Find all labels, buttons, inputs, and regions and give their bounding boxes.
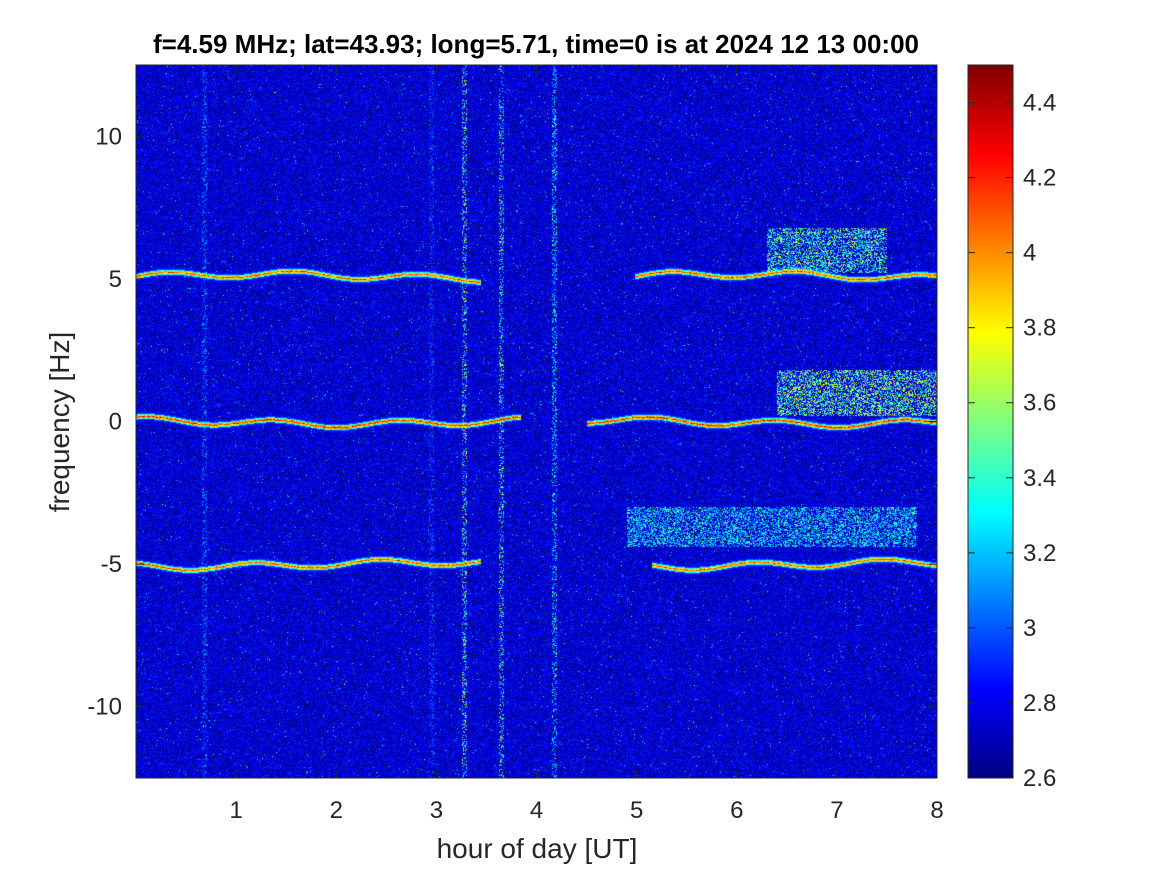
- x-tick-label: 1: [229, 797, 242, 824]
- colorbar-tick-label: 3.8: [1023, 315, 1056, 342]
- y-tick-label: 0: [109, 409, 122, 436]
- y-axis-label: frequency [Hz]: [44, 332, 75, 513]
- x-tick-label: 8: [930, 797, 943, 824]
- colorbar-axis: 4.4 4.2 4 3.8 3.6 3.4 3.2 3 2.8 2.6: [968, 90, 1056, 792]
- colorbar-tick-label: 4.2: [1023, 165, 1056, 192]
- y-tick-label: -10: [87, 694, 122, 721]
- x-tick-label: 3: [430, 797, 443, 824]
- y-tick-label: 10: [95, 123, 122, 150]
- y-tick-label: -5: [101, 551, 122, 578]
- x-tick-label: 4: [530, 797, 543, 824]
- x-tick-label: 6: [730, 797, 743, 824]
- colorbar-tick-label: 3.4: [1023, 465, 1056, 492]
- x-tick-label: 5: [630, 797, 643, 824]
- colorbar-gradient: [968, 65, 1013, 778]
- y-axis: 10 5 0 -5 -10: [87, 123, 937, 721]
- chart-title: f=4.59 MHz; lat=43.93; long=5.71, time=0…: [153, 29, 919, 59]
- colorbar-tick-label: 3.2: [1023, 540, 1056, 567]
- colorbar-tick-label: 3.6: [1023, 390, 1056, 417]
- colorbar-tick-label: 4: [1023, 240, 1036, 267]
- x-axis: 1 2 3 4 5 6 7 8: [229, 65, 944, 824]
- plot-area: [136, 65, 937, 778]
- x-tick-label: 2: [330, 797, 343, 824]
- x-tick-label: 7: [830, 797, 843, 824]
- colorbar-tick-label: 2.8: [1023, 690, 1056, 717]
- colorbar-tick-label: 4.4: [1023, 90, 1056, 117]
- x-axis-label: hour of day [UT]: [437, 833, 638, 864]
- colorbar-frame: [967, 64, 1014, 779]
- colorbar: [968, 65, 1013, 778]
- heatmap-image: [136, 65, 937, 778]
- y-tick-label: 5: [109, 266, 122, 293]
- colorbar-tick-label: 2.6: [1023, 765, 1056, 792]
- colorbar-tick-label: 3: [1023, 615, 1036, 642]
